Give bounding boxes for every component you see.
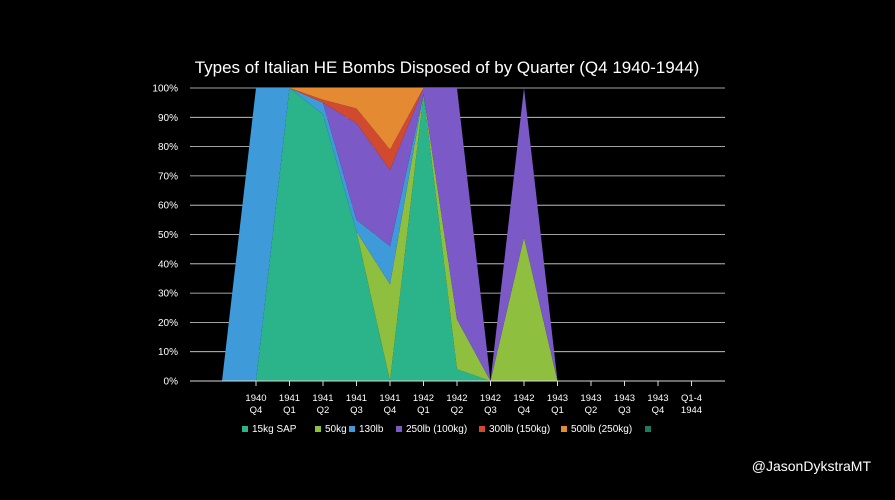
y-tick-label: 60% bbox=[158, 201, 178, 212]
x-tick-label: Q4 bbox=[384, 405, 397, 416]
x-tick-label: 1943 bbox=[547, 393, 568, 404]
chart-title: Types of Italian HE Bombs Disposed of by… bbox=[195, 58, 700, 77]
x-tick-label: 1942 bbox=[413, 393, 434, 404]
y-tick-label: 100% bbox=[152, 84, 178, 95]
area-series-1 bbox=[222, 88, 692, 381]
x-tick-label: 1944 bbox=[681, 405, 702, 416]
y-tick-label: 20% bbox=[158, 318, 178, 329]
y-tick-label: 90% bbox=[158, 113, 178, 124]
x-tick-label: Q1-4 bbox=[681, 393, 702, 404]
x-tick-label: Q2 bbox=[317, 405, 330, 416]
x-tick-label: 1941 bbox=[379, 393, 400, 404]
legend-label: 250lb (100kg) bbox=[406, 424, 467, 435]
y-tick-label: 30% bbox=[158, 289, 178, 300]
x-tick-label: 1941 bbox=[346, 393, 367, 404]
x-tick-label: Q1 bbox=[551, 405, 564, 416]
x-tick-label: Q3 bbox=[618, 405, 631, 416]
x-tick-label: 1941 bbox=[312, 393, 333, 404]
x-tick-label: 1942 bbox=[480, 393, 501, 404]
x-tick-label: 1943 bbox=[614, 393, 635, 404]
x-tick-label: 1940 bbox=[245, 393, 266, 404]
x-tick-label: Q4 bbox=[250, 405, 263, 416]
legend-label: 15kg SAP bbox=[252, 424, 297, 435]
area-series-0 bbox=[222, 88, 692, 381]
legend-label: 50kg bbox=[325, 424, 347, 435]
author-credit: @JasonDykstraMT bbox=[751, 458, 871, 474]
x-tick-label: 1942 bbox=[513, 393, 534, 404]
legend-swatch bbox=[315, 426, 321, 432]
legend: 15kg SAP 50kg 130lb 250lb (100kg) 300lb (150… bbox=[242, 424, 651, 435]
y-tick-label: 80% bbox=[158, 142, 178, 153]
legend-label: 130lb bbox=[359, 424, 384, 435]
legend-label: 500lb (250kg) bbox=[571, 424, 632, 435]
legend-label: 300lb (150kg) bbox=[489, 424, 550, 435]
y-tick-label: 70% bbox=[158, 171, 178, 182]
x-tick-label: Q1 bbox=[283, 405, 296, 416]
x-tick-label: Q3 bbox=[350, 405, 363, 416]
x-tick-label: Q2 bbox=[585, 405, 598, 416]
legend-swatch bbox=[645, 426, 651, 432]
legend-swatch bbox=[396, 426, 402, 432]
x-tick-label: 1943 bbox=[647, 393, 668, 404]
x-tick-label: 1941 bbox=[279, 393, 300, 404]
legend-swatch bbox=[561, 426, 567, 432]
axes: 0%10%20%30%40%50%60%70%80%90%100%1940Q41… bbox=[152, 84, 725, 416]
y-tick-label: 40% bbox=[158, 259, 178, 270]
x-tick-label: Q4 bbox=[652, 405, 665, 416]
area-series-3 bbox=[222, 88, 692, 381]
x-tick-label: Q3 bbox=[484, 405, 497, 416]
x-tick-label: 1942 bbox=[446, 393, 467, 404]
x-tick-label: 1943 bbox=[580, 393, 601, 404]
y-tick-label: 0% bbox=[164, 377, 179, 388]
legend-swatch bbox=[479, 426, 485, 432]
legend-swatch bbox=[242, 426, 248, 432]
x-tick-label: Q2 bbox=[451, 405, 464, 416]
x-tick-label: Q4 bbox=[518, 405, 531, 416]
x-tick-label: Q1 bbox=[417, 405, 430, 416]
legend-swatch bbox=[349, 426, 355, 432]
plot-area bbox=[222, 88, 692, 381]
y-tick-label: 50% bbox=[158, 230, 178, 241]
area-series-2 bbox=[222, 88, 692, 381]
y-tick-label: 10% bbox=[158, 347, 178, 358]
